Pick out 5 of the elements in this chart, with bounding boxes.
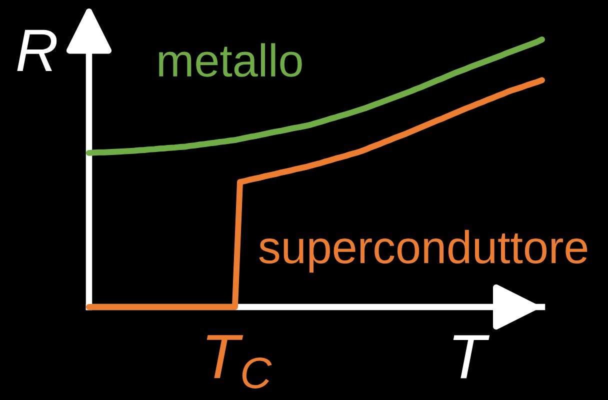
series-label: metallo: [159, 43, 302, 77]
y-axis-title: R: [17, 30, 57, 71]
text: T$_{C}$: [206, 335, 272, 388]
x-axis-title: T: [453, 335, 490, 378]
series-label: superconduttore: [259, 230, 588, 273]
